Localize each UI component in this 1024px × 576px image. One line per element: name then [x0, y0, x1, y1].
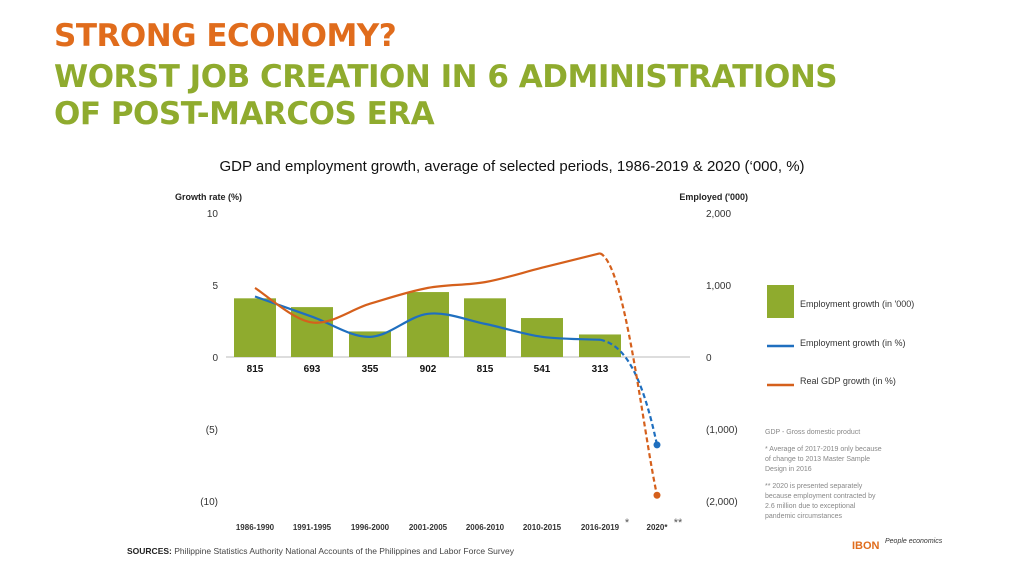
left-tick-label: 10 [207, 209, 219, 220]
left-tick-label: (5) [206, 425, 218, 436]
right-tick-label: (1,000) [706, 425, 738, 436]
category-label: 2001-2005 [409, 523, 448, 532]
right-tick-label: (2,000) [706, 497, 738, 508]
note-double-star: ** 2020 is presented separately because … [765, 483, 876, 520]
category-label: 2020* [647, 523, 669, 532]
right-tick-label: 1,000 [706, 281, 731, 292]
asterisk-mark: * [625, 517, 630, 529]
series-point-2020 [653, 441, 661, 449]
sources: SOURCES: Philippine Statistics Authority… [127, 546, 514, 556]
left-tick-label: (10) [200, 497, 218, 508]
category-label: 1996-2000 [351, 523, 390, 532]
bar [407, 292, 449, 357]
legend-bar-swatch [767, 285, 794, 318]
bar-data-label: 355 [362, 364, 379, 375]
note-star: * Average of 2017-2019 only because of c… [765, 446, 882, 473]
left-tick-label: 0 [212, 353, 218, 364]
right-axis-label: Employed ('000) [679, 192, 748, 202]
series-dashed-1 [599, 338, 659, 446]
series-point-2020 [653, 491, 661, 499]
category-label: 2010-2015 [523, 523, 562, 532]
bar [291, 307, 333, 357]
legend-bar-label: Employment growth (in '000) [800, 299, 915, 309]
headline-line-2: WORST JOB CREATION IN 6 ADMINISTRATIONS [54, 59, 838, 95]
ibon-logo: IBON [852, 540, 880, 552]
chart-title: GDP and employment growth, average of se… [219, 158, 805, 175]
series-dashed-2 [599, 252, 659, 496]
series-line-1 [254, 295, 601, 341]
bar [579, 334, 621, 357]
series-line-2 [254, 252, 601, 324]
double-asterisk-mark: ** [674, 517, 683, 529]
legend-orange-label: Real GDP growth (in %) [800, 376, 896, 386]
bar-data-label: 313 [592, 364, 609, 375]
legend-blue-label: Employment growth (in %) [800, 338, 906, 348]
bar [234, 298, 276, 357]
left-axis-label: Growth rate (%) [175, 192, 242, 202]
sources-label: SOURCES: [127, 546, 172, 556]
bar-data-label: 902 [420, 364, 437, 375]
sources-text: Philippine Statistics Authority National… [174, 546, 514, 556]
logo-tagline: People economics [885, 538, 943, 545]
bar-data-label: 815 [477, 364, 494, 375]
bar-data-label: 541 [534, 364, 551, 375]
category-label: 2016-2019 [581, 523, 620, 532]
bar-data-label: 693 [304, 364, 321, 375]
category-label: 1986-1990 [236, 523, 275, 532]
category-label: 2006-2010 [466, 523, 505, 532]
right-tick-label: 0 [706, 353, 712, 364]
bar-data-label: 815 [247, 364, 264, 375]
category-label: 1991-1995 [293, 523, 332, 532]
right-tick-label: 2,000 [706, 209, 731, 220]
headline-line-1: STRONG ECONOMY? [54, 18, 397, 54]
note-gdp: GDP - Gross domestic product [765, 429, 861, 436]
left-tick-label: 5 [212, 281, 218, 292]
headline-line-3: OF POST-MARCOS ERA [54, 96, 435, 132]
